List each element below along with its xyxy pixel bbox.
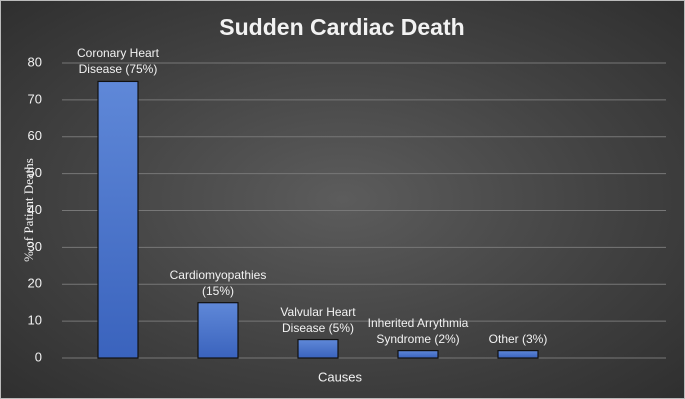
bar-label: Coronary Heart Disease (75%): [76, 46, 160, 77]
bar: [397, 350, 439, 359]
bar-label: Other (3%): [488, 331, 548, 346]
bar-label: Valvular Heart Disease (5%): [280, 304, 356, 335]
y-axis-label: % of Patient Deaths: [21, 158, 36, 262]
y-tick-label: 70: [28, 91, 42, 106]
y-tick-label: 50: [28, 165, 42, 180]
y-tick-label: 60: [28, 128, 42, 143]
x-axis-label: Causes: [318, 369, 363, 384]
y-tick-label: 30: [28, 239, 42, 254]
bar-label: Inherited Arrythmia Syndrome (2%): [367, 315, 469, 346]
bar: [297, 338, 339, 359]
y-tick-label: 20: [28, 276, 42, 291]
bar-label: Cardiomyopathies (15%): [169, 267, 267, 298]
y-tick-label: 40: [28, 202, 42, 217]
chart-title: Sudden Cardiac Death: [219, 14, 464, 40]
y-tick-label: 0: [35, 349, 42, 364]
bar: [497, 350, 539, 359]
y-tick-label: 10: [28, 313, 42, 328]
bar: [197, 302, 239, 359]
y-tick-label: 80: [28, 54, 42, 69]
bar: [97, 80, 139, 359]
